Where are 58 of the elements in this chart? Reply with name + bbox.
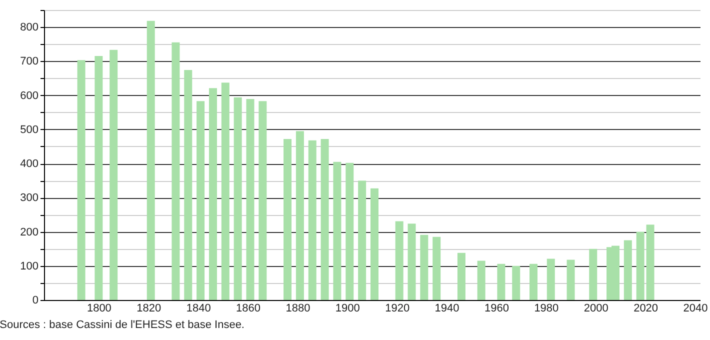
- bar: [77, 60, 86, 300]
- bar: [457, 252, 466, 300]
- y-tick-label: 700: [20, 56, 38, 68]
- bar: [110, 50, 118, 300]
- y-tick-label: 0: [32, 294, 38, 306]
- x-tick-label: 2020: [634, 302, 658, 314]
- x-tick-label: 1860: [236, 302, 261, 314]
- bar: [246, 99, 254, 300]
- bar: [497, 264, 506, 300]
- x-tick-label: 1800: [86, 302, 112, 314]
- bar: [395, 221, 404, 300]
- bar: [477, 260, 486, 300]
- x-tick-label: 1840: [186, 302, 211, 314]
- bar: [333, 162, 342, 300]
- bar: [320, 138, 329, 300]
- bar: [146, 20, 155, 300]
- bar: [358, 180, 366, 300]
- bar: [420, 234, 428, 300]
- bar: [234, 97, 242, 300]
- y-tick-label: 100: [20, 260, 38, 272]
- y-tick-label: 200: [20, 226, 38, 238]
- bar: [221, 82, 230, 300]
- x-tick-label: 2000: [584, 302, 608, 314]
- bar: [284, 138, 292, 300]
- bar: [346, 162, 354, 300]
- x-tick-label: 2040: [683, 302, 708, 314]
- x-tick-label: 1960: [484, 302, 509, 314]
- bar: [546, 258, 555, 300]
- x-tick-label: 1940: [434, 302, 460, 314]
- bar: [624, 240, 632, 300]
- bar: [646, 224, 654, 300]
- source-note: Sources : base Cassini de l'EHESS et base Insee.: [0, 319, 244, 331]
- bar: [308, 140, 316, 300]
- bar: [196, 101, 205, 300]
- bar: [589, 248, 598, 300]
- x-tick-label: 1980: [534, 302, 559, 314]
- bar: [408, 224, 416, 300]
- x-tick-label: 1880: [286, 302, 310, 314]
- bar: [208, 88, 217, 300]
- y-tick-label: 400: [20, 158, 38, 170]
- y-tick-label: 500: [20, 124, 38, 136]
- y-tick-label: 600: [20, 90, 38, 102]
- bar: [512, 266, 520, 300]
- x-tick-label: 1820: [136, 302, 162, 314]
- bar: [94, 56, 103, 300]
- bar: [258, 101, 267, 300]
- y-tick-label: 300: [20, 192, 38, 204]
- bar: [296, 131, 304, 300]
- bar: [370, 188, 378, 300]
- x-tick-label: 1900: [335, 302, 360, 314]
- y-tick-label: 800: [20, 22, 38, 34]
- bar: [184, 70, 192, 300]
- bar: [530, 264, 538, 300]
- bar: [636, 232, 644, 300]
- x-tick-label: 1920: [385, 302, 410, 314]
- bar: [172, 42, 180, 300]
- bar: [566, 260, 575, 300]
- bar: [432, 236, 441, 300]
